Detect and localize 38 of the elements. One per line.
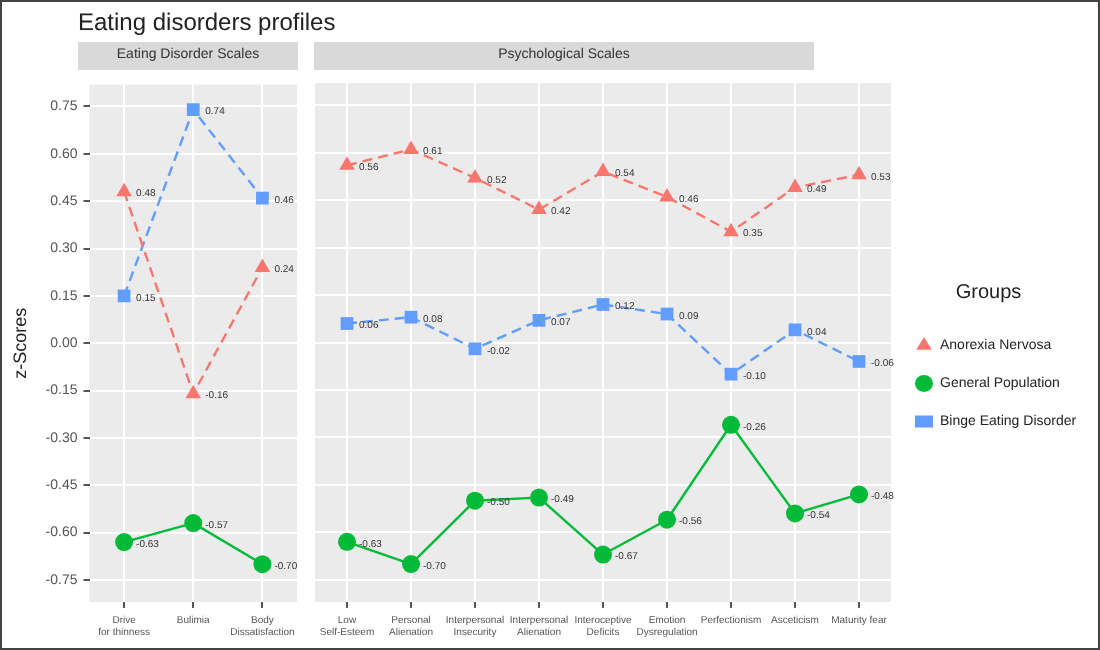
- point: [402, 555, 420, 574]
- point: [724, 367, 738, 381]
- point: [723, 222, 739, 237]
- point: [788, 323, 802, 337]
- point: [467, 168, 483, 183]
- point: [339, 156, 355, 170]
- point: [658, 510, 676, 529]
- point: [404, 310, 418, 324]
- point: [787, 178, 803, 192]
- point: [594, 545, 612, 564]
- point: [115, 533, 134, 552]
- point: [403, 140, 419, 154]
- point: [850, 485, 868, 504]
- point: [722, 415, 740, 434]
- point: [596, 298, 610, 311]
- point: [595, 162, 611, 177]
- point: [253, 555, 272, 574]
- point: [186, 103, 200, 117]
- point: [851, 165, 867, 180]
- point: [852, 355, 866, 368]
- legend-title: Groups: [955, 282, 1022, 304]
- point: [786, 504, 804, 523]
- chart-title: Eating disorders profiles: [76, 6, 338, 40]
- point: [531, 200, 547, 215]
- y-axis-title: z-Scores: [9, 306, 30, 379]
- point: [659, 187, 675, 202]
- point: [466, 491, 484, 510]
- point: [256, 191, 269, 205]
- point: [468, 342, 482, 356]
- point: [254, 258, 271, 272]
- point: [338, 532, 356, 551]
- point: [184, 514, 203, 533]
- point: [117, 289, 131, 303]
- point: [340, 317, 354, 330]
- point: [530, 488, 548, 507]
- point: [532, 313, 546, 327]
- point: [116, 182, 132, 197]
- point: [185, 384, 202, 399]
